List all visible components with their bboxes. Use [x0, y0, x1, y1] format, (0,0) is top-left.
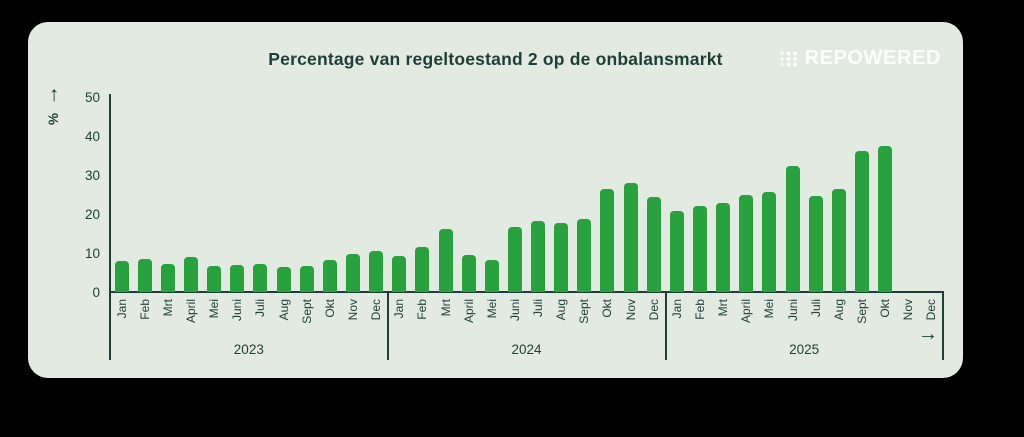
bar-2025-feb — [693, 206, 708, 293]
bar-2024-aug — [554, 222, 569, 293]
year-separator-2024-2025 — [665, 291, 667, 360]
y-axis-unit-label: % — [46, 113, 61, 126]
bar-2025-juni — [785, 166, 800, 293]
bar-2025-okt — [878, 146, 893, 293]
month-label-2024-april: April — [461, 299, 476, 324]
bar-2023-juli — [253, 263, 268, 293]
repowered-dots-grid-icon — [781, 50, 798, 67]
repowered-logo: REPOWERED — [780, 47, 941, 70]
month-label-2025-sept: Sept — [855, 299, 870, 324]
chart-card: Percentage van regeltoestand 2 op de onb… — [28, 22, 963, 378]
year-separator-end — [942, 291, 944, 360]
bar-2023-jan — [114, 261, 129, 293]
year-label-2023: 2023 — [233, 342, 264, 357]
year-label-2024: 2024 — [511, 342, 542, 357]
month-label-2023-dec: Dec — [369, 299, 384, 321]
bar-2025-mrt — [716, 202, 731, 293]
month-label-2024-feb: Feb — [415, 299, 430, 320]
bar-2025-sept — [855, 151, 870, 293]
bar-2023-mei — [207, 266, 222, 293]
month-label-2023-feb: Feb — [137, 299, 152, 320]
bar-2025-april — [739, 195, 754, 293]
y-tick-label-20: 20 — [84, 206, 100, 222]
month-label-2024-dec: Dec — [646, 299, 661, 321]
bar-2023-april — [183, 257, 198, 293]
bar-2025-juli — [808, 195, 823, 293]
bar-2023-juni — [230, 265, 245, 293]
x-axis-line — [109, 291, 944, 293]
month-label-2023-sept: Sept — [299, 299, 314, 324]
bar-2023-sept — [299, 265, 314, 293]
month-label-2023-nov: Nov — [345, 299, 360, 321]
bar-2024-mei — [484, 259, 499, 293]
month-label-2025-dec: Dec — [924, 299, 939, 321]
month-label-2024-nov: Nov — [623, 299, 638, 321]
month-label-2023-mrt: Mrt — [160, 299, 175, 317]
month-label-2023-jan: Jan — [114, 299, 129, 319]
bar-2024-sept — [577, 218, 592, 293]
month-label-2023-april: April — [183, 299, 198, 324]
bar-2024-mrt — [438, 228, 453, 293]
bar-2023-aug — [276, 266, 291, 293]
year-separator-2023-2024 — [387, 291, 389, 360]
month-label-2025-jan: Jan — [669, 299, 684, 319]
bar-2023-dec — [369, 250, 384, 293]
year-label-2025: 2025 — [789, 342, 820, 357]
bar-2024-dec — [646, 196, 661, 293]
month-label-2024-jan: Jan — [392, 299, 407, 319]
bar-2024-juli — [531, 221, 546, 293]
y-axis-line — [109, 94, 111, 360]
y-tick-label-50: 50 — [84, 90, 100, 106]
bar-2024-feb — [415, 247, 430, 293]
bar-2025-jan — [669, 210, 684, 293]
chart-title: Percentage van regeltoestand 2 op de onb… — [268, 49, 723, 69]
month-label-2025-mrt: Mrt — [716, 299, 731, 317]
bar-2023-mrt — [160, 263, 175, 293]
y-tick-label-10: 10 — [84, 245, 100, 261]
y-tick-label-30: 30 — [84, 167, 100, 183]
bar-2024-jan — [392, 255, 407, 293]
y-tick-label-40: 40 — [84, 129, 100, 145]
x-axis-right-arrow-icon: → — [918, 323, 938, 345]
month-label-2024-sept: Sept — [577, 299, 592, 324]
bar-2024-nov — [623, 182, 638, 293]
bar-2024-april — [461, 254, 476, 293]
month-label-2025-feb: Feb — [693, 299, 708, 320]
month-label-2024-okt: Okt — [600, 299, 615, 318]
bar-2023-feb — [137, 259, 152, 293]
bar-2024-juni — [507, 226, 522, 293]
bar-2023-okt — [322, 259, 337, 293]
y-tick-label-0: 0 — [92, 284, 100, 300]
month-label-2025-okt: Okt — [878, 299, 893, 318]
month-label-2024-mrt: Mrt — [438, 299, 453, 317]
y-axis-up-arrow-icon: ↑ — [48, 83, 60, 106]
bar-2025-mei — [762, 192, 777, 293]
month-label-2025-nov: Nov — [901, 299, 916, 321]
month-label-2023-okt: Okt — [322, 299, 337, 318]
bar-2025-aug — [831, 188, 846, 293]
bar-2024-okt — [600, 188, 615, 293]
bar-2023-nov — [345, 253, 360, 293]
month-label-2025-april: April — [739, 299, 754, 324]
repowered-logo-text: REPOWERED — [804, 47, 941, 69]
